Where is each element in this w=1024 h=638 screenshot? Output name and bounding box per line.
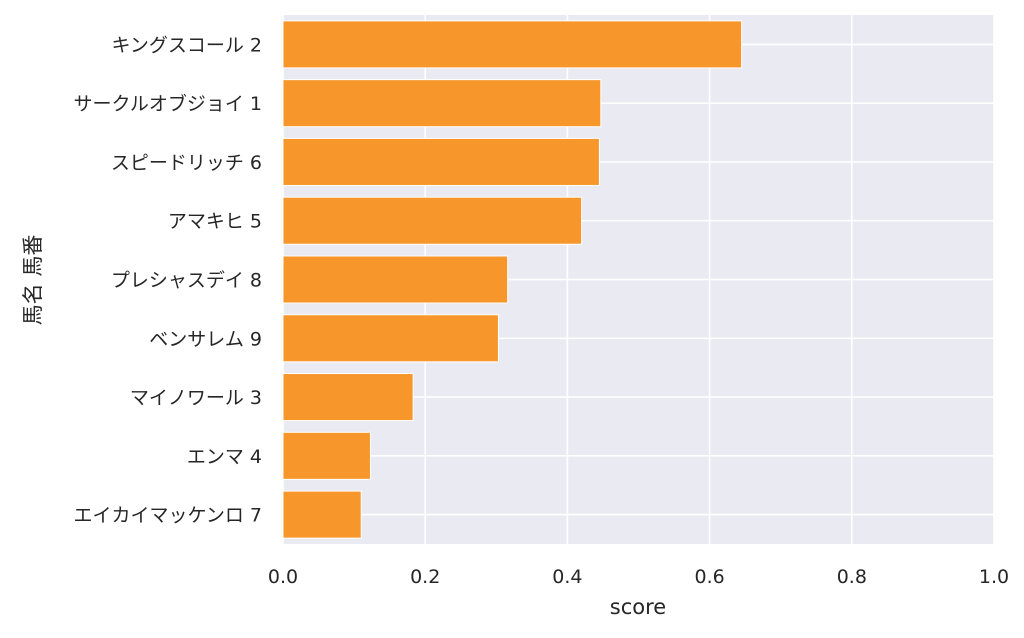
y-tick-label: マイノワール 3 — [130, 387, 262, 409]
y-tick-labels: キングスコール 2 サークルオブジョイ 1 スピードリッチ 6 アマキヒ 5 プレシャス… — [73, 34, 262, 526]
x-tick-labels: 0.0 0.2 0.4 0.6 0.8 1.0 — [268, 566, 1009, 588]
y-tick-label: キングスコール 2 — [111, 34, 262, 56]
bar — [282, 20, 743, 69]
x-tick-label: 1.0 — [979, 566, 1009, 588]
y-tick-label: アマキヒ 5 — [168, 211, 262, 233]
y-tick-label: エンマ 4 — [187, 446, 262, 468]
x-tick-label: 0.0 — [268, 566, 298, 588]
y-tick-label: スピードリッチ 6 — [111, 152, 262, 174]
y-tick-label: ベンサレム 9 — [149, 328, 262, 350]
x-tick-label: 0.4 — [552, 566, 582, 588]
y-tick-label: プレシャスデイ 8 — [111, 270, 262, 292]
y-tick-label: サークルオブジョイ 1 — [73, 92, 262, 115]
bar — [282, 79, 602, 128]
x-tick-label: 0.8 — [837, 566, 867, 588]
bar — [282, 196, 583, 245]
x-axis-title: score — [610, 595, 666, 619]
x-tick-label: 0.2 — [410, 566, 440, 588]
x-tick-label: 0.6 — [694, 566, 724, 588]
bar — [282, 255, 509, 304]
y-axis-title: 馬名 馬番 — [21, 235, 45, 326]
bar — [282, 490, 362, 539]
bar — [282, 314, 499, 363]
bar — [282, 431, 371, 480]
y-tick-label: エイカイマッケンロ 7 — [73, 505, 262, 527]
bar — [282, 137, 600, 186]
bars — [282, 20, 743, 539]
bar — [282, 373, 414, 422]
